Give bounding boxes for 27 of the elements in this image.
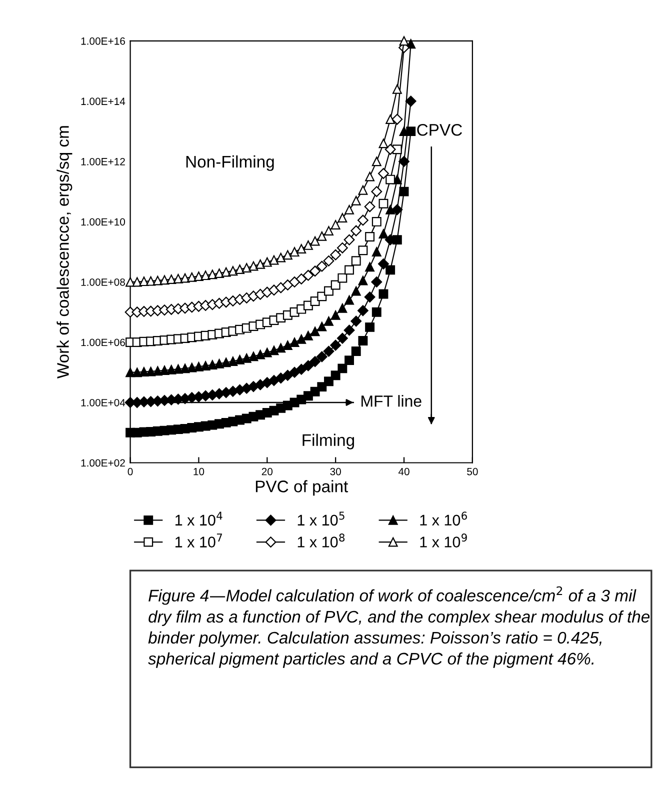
y-tick-label: 1.00E+16	[81, 37, 125, 45]
legend-label: 1 x 10$^{4}$	[175, 512, 222, 526]
y-tick-label: 1.00E+14	[81, 98, 126, 106]
y-tick-label: 1.00E+06	[81, 338, 125, 346]
y-tick-label: 1.00E+12	[81, 158, 125, 166]
legend-label: 1 x 10$^{7}$	[175, 534, 222, 548]
x-tick-label: 0	[128, 468, 133, 476]
legend-label: 1 x 10$^{9}$	[420, 534, 467, 548]
legend-label: 1 x 10$^{8}$	[298, 534, 345, 548]
y-tick-label: 1.00E+08	[81, 278, 125, 286]
y-tick-label: 1.00E+04	[81, 398, 126, 406]
caption: Figure 4—Model calculation of work of coalescence/cm$^{2}$ of a 3 mil dry film as a function of PVC, and the complex shear modulus of the binder polymer. Calculation assumes: Poisson’s ratio = 0.425, spherical pigment particles and a CPVC of the pigment 46%.	[148, 586, 650, 668]
legend-label: 1 x 10$^{6}$	[420, 512, 467, 526]
x-tick-label: 10	[194, 468, 204, 476]
ref-line-label: MFT line	[362, 395, 422, 407]
x-tick-label: 50	[467, 468, 478, 476]
y-tick-label: 1.00E+10	[81, 218, 126, 226]
y-axis-title: Work of coalescencce, ergs/sq cm	[56, 126, 72, 379]
y-tick-label: 1.00E+02	[81, 459, 125, 467]
annotation: Filming	[302, 434, 354, 450]
x-axis-title: PVC of paint	[256, 480, 348, 496]
x-tick-label: 30	[330, 468, 341, 476]
ref-line-label: CPVC	[417, 124, 462, 136]
annotation: Non-Filming	[186, 155, 274, 171]
x-tick-label: 40	[398, 468, 410, 476]
legend-label: 1 x 10$^{5}$	[298, 512, 344, 526]
x-tick-label: 20	[262, 468, 273, 476]
